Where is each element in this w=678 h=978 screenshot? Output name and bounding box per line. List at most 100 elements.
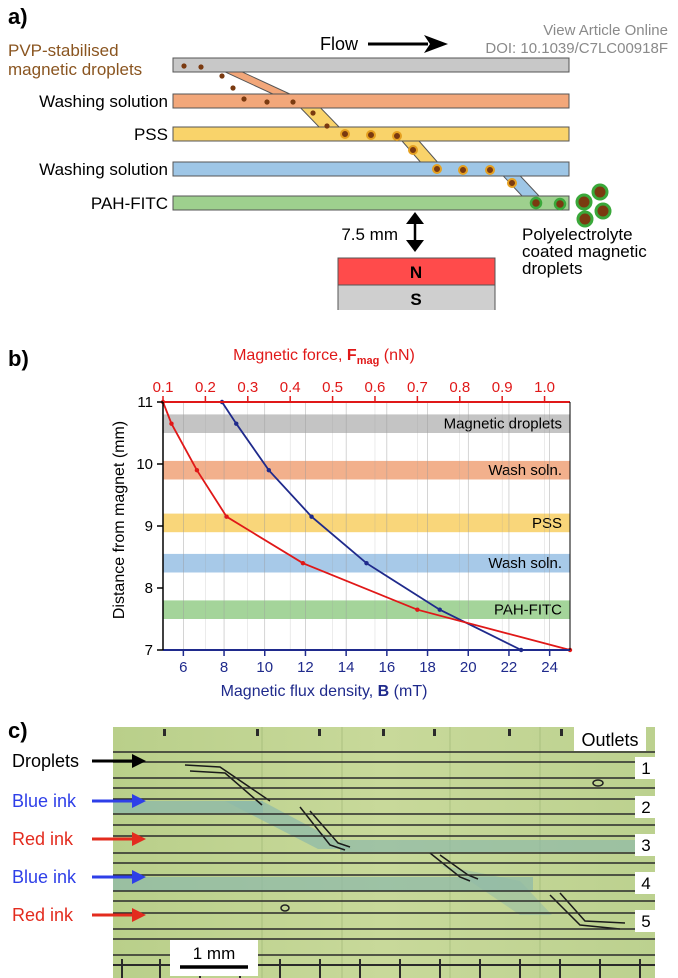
debris-mark <box>592 779 604 787</box>
y-tick-label-2: 9 <box>145 518 153 535</box>
arrow-right-icon <box>132 754 146 768</box>
arrow-right-icon <box>132 832 146 846</box>
inlet-title-line1: PVP-stabilised <box>8 41 119 60</box>
top-tick-label-6: 0.7 <box>407 379 428 396</box>
channel-label-washing-2: Washing solution <box>39 160 168 179</box>
bottom-tick-label-9: 24 <box>541 659 558 676</box>
y-tick-label-1: 8 <box>145 580 153 597</box>
doi-text: DOI: 10.1039/C7LC00918F <box>485 40 668 57</box>
arrow-right-icon <box>132 908 146 922</box>
inlet-label-blue-ink-2: Blue ink <box>12 867 77 887</box>
inlet-label-droplets: Droplets <box>12 751 79 771</box>
channel-droplets <box>172 57 570 73</box>
outlets-label-bg <box>574 727 646 751</box>
flow-label: Flow <box>320 34 359 54</box>
scale-bar-bg <box>170 940 258 976</box>
channel-pah-fitc <box>172 195 570 211</box>
top-tick-label-7: 0.8 <box>449 379 470 396</box>
magnet-south <box>337 284 496 310</box>
ink-streams <box>113 801 640 915</box>
inlet-title-line2: magnetic droplets <box>8 60 142 79</box>
y-tick-label-3: 10 <box>136 456 153 473</box>
magnet-south-label: S <box>410 290 421 309</box>
bottom-axis-label: Magnetic flux density, B (mT) <box>221 683 428 700</box>
outlet-label-bg <box>635 796 657 818</box>
view-article-link[interactable]: View Article Online <box>543 22 668 39</box>
channel-walls <box>113 751 655 956</box>
panel-c-label: c) <box>8 718 28 743</box>
outlet-label-bg <box>635 910 657 932</box>
band-label-2: PSS <box>532 515 562 532</box>
outlet-label-bg <box>635 872 657 894</box>
series-1-point-1 <box>169 421 174 426</box>
outlet-2-label: 2 <box>641 798 650 817</box>
top-tick-label-3: 0.4 <box>280 379 301 396</box>
bottom-tick-label-5: 16 <box>379 659 396 676</box>
top-tick-label-1: 0.2 <box>195 379 216 396</box>
y-tick-label-0: 7 <box>145 642 153 659</box>
y-axis-label: Distance from magnet (mm) <box>111 421 128 619</box>
panel-a-schematic: Flow PVP-stabilised magnetic droplets Wa… <box>8 34 647 310</box>
series-1-point-4 <box>300 561 306 566</box>
bottom-tick-label-8: 22 <box>501 659 518 676</box>
series-1-point-5 <box>415 607 420 612</box>
output-label-line2: coated magnetic <box>522 242 647 261</box>
top-tick-label-2: 0.3 <box>237 379 258 396</box>
top-tick-label-4: 0.5 <box>322 379 343 396</box>
series-0-point-5 <box>437 607 442 612</box>
top-tick-label-5: 0.6 <box>365 379 386 396</box>
micrograph-panel: 1 mm Outlets 1 2 3 4 5 Droplets Blue ink… <box>12 727 657 978</box>
series-0-point-1 <box>234 421 239 426</box>
outlet-5-label: 5 <box>641 912 650 931</box>
channel-washing-2 <box>172 161 570 177</box>
scale-bar-label: 1 mm <box>193 944 236 963</box>
magnetic-droplets <box>181 63 567 211</box>
flow-arrow-icon <box>424 35 448 53</box>
bottom-tick-label-4: 14 <box>338 659 355 676</box>
magnet-north <box>337 257 496 286</box>
inlet-label-red-ink-2: Red ink <box>12 905 74 925</box>
arrow-up-icon <box>406 212 424 224</box>
channel-label-pah-fitc: PAH-FITC <box>91 194 168 213</box>
series-1-point-2 <box>194 468 200 473</box>
bottom-tick-label-1: 8 <box>220 659 228 676</box>
panel-b-label: b) <box>8 346 29 371</box>
outlets-label: Outlets <box>581 730 638 750</box>
bottom-tick-label-2: 10 <box>256 659 273 676</box>
outlet-label-bg <box>635 834 657 856</box>
bottom-tick-label-0: 6 <box>179 659 187 676</box>
debris-mark <box>280 904 290 912</box>
outlet-1-label: 1 <box>641 759 650 778</box>
chart-axes: 6 8 10 12 14 16 18 20 22 24 0.1 0.2 0.3 0.4 0.5 0.6 0.7 0… <box>136 379 571 676</box>
magnetic-force-chart: Magnetic droplets Wash soln. PSS Wash soln.… <box>111 347 573 700</box>
top-wall-marks <box>163 729 563 736</box>
arrow-right-icon <box>132 870 146 884</box>
bottom-tick-label-3: 12 <box>297 659 314 676</box>
y-tick-label-4: 11 <box>137 394 153 411</box>
panel-a-label: a) <box>8 4 28 29</box>
band-label-0: Magnetic droplets <box>444 416 562 433</box>
coated-droplet-cluster <box>575 183 612 228</box>
output-label-line3: droplets <box>522 259 582 278</box>
bottom-tick-label-7: 20 <box>460 659 477 676</box>
outlet-3-label: 3 <box>641 836 650 855</box>
band-label-1: Wash soln. <box>488 462 562 479</box>
article-watermark: View Article Online DOI: 10.1039/C7LC009… <box>485 22 668 58</box>
series-0-point-2 <box>266 468 272 473</box>
output-label-line1: Polyelectrolyte <box>522 225 633 244</box>
band-label-4: PAH-FITC <box>494 602 562 619</box>
top-tick-label-8: 0.9 <box>492 379 513 396</box>
series-0-point-3 <box>309 514 314 519</box>
channel-label-pss: PSS <box>134 125 168 144</box>
arrow-down-icon <box>406 240 424 252</box>
bottom-tick-label-6: 18 <box>419 659 436 676</box>
magnet-north-label: N <box>410 263 422 282</box>
top-tick-label-9: 1.0 <box>534 379 555 396</box>
inlet-label-blue-ink-1: Blue ink <box>12 791 77 811</box>
channel-label-washing-1: Washing solution <box>39 92 168 111</box>
outlet-label-bg <box>635 757 657 779</box>
top-axis-label: Magnetic force, Fmag (nN) <box>233 347 415 367</box>
inlet-label-red-ink-1: Red ink <box>12 829 74 849</box>
channel-washing-1 <box>172 93 570 109</box>
series-0-point-4 <box>364 561 369 566</box>
